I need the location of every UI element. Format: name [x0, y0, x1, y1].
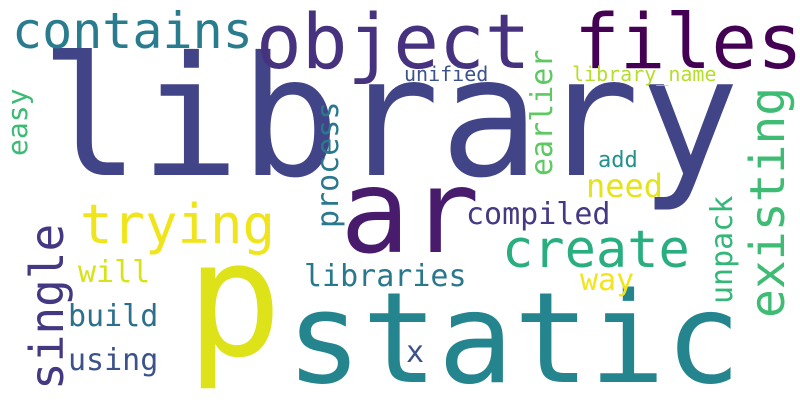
word-create: create	[502, 220, 690, 280]
word-existing: existing	[740, 86, 796, 318]
word-easy: easy	[1, 88, 34, 156]
word-will: will	[78, 255, 151, 290]
word-compiled: compiled	[466, 197, 611, 232]
word-files: files	[574, 0, 800, 86]
word-using: using	[68, 343, 159, 378]
word-object: object	[256, 0, 531, 86]
word-library-name: library_name	[572, 62, 717, 86]
word-trying: trying	[80, 193, 276, 256]
word-p: p	[186, 206, 283, 393]
word-single: single	[20, 223, 74, 390]
word-need: need	[586, 167, 664, 205]
word-earlier: earlier	[525, 49, 560, 176]
word-library: library	[40, 22, 740, 215]
word-ar: ar	[340, 145, 480, 280]
word-unpack: unpack	[705, 195, 740, 304]
word-x: x	[406, 335, 425, 370]
word-static: static	[286, 265, 742, 400]
word-add: add	[598, 148, 638, 173]
word-contains: contains	[12, 2, 253, 60]
word-libraries: libraries	[304, 259, 467, 294]
word-build: build	[68, 299, 159, 334]
word-unified: unified	[404, 62, 489, 86]
word-way: way	[580, 263, 635, 298]
word-process: process	[311, 101, 346, 228]
